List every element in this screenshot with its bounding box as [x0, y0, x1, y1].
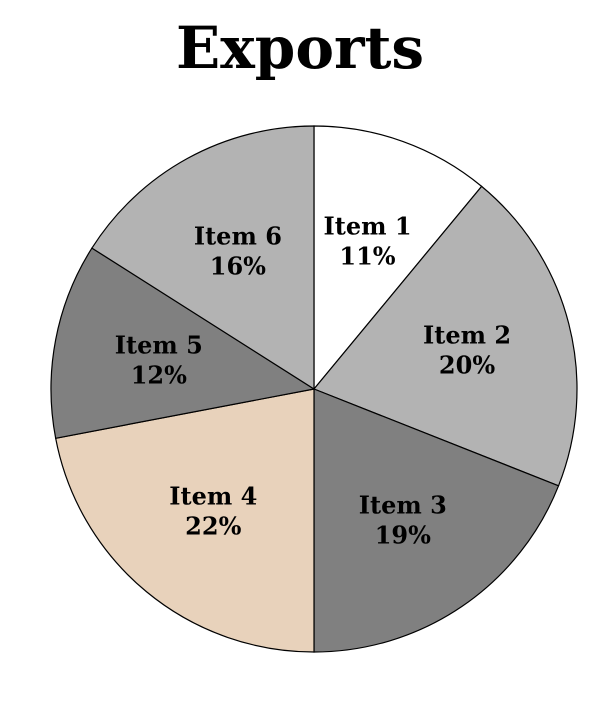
pie-labels: Item 111% Item 220% Item 319% Item 422% Item… — [115, 211, 511, 549]
slice-label-item-2: Item 2 — [423, 321, 511, 350]
pie-slices — [50, 125, 578, 653]
slice-label-item-1: Item 1 — [324, 211, 412, 240]
slice-percent-item-2: 20% — [439, 351, 495, 380]
pie-slice-item-1 — [313, 125, 483, 391]
pie-slice-item-2 — [313, 185, 578, 487]
slice-label-item-4: Item 4 — [169, 482, 257, 511]
pie-slice-item-4 — [54, 388, 315, 653]
slice-percent-item-3: 19% — [375, 521, 431, 550]
pie-slice-item-6 — [91, 125, 315, 391]
slice-label-item-5: Item 5 — [115, 330, 203, 359]
slice-label-item-3: Item 3 — [359, 491, 447, 520]
slice-label-item-6: Item 6 — [194, 222, 282, 251]
slice-percent-item-1: 11% — [339, 241, 395, 270]
pie-slice-item-5 — [50, 247, 316, 439]
slice-percent-item-6: 16% — [210, 252, 266, 281]
slice-percent-item-4: 22% — [185, 512, 241, 541]
chart-title: Exports — [175, 14, 425, 82]
slice-percent-item-5: 12% — [131, 360, 187, 389]
pie-slice-item-3 — [313, 388, 560, 653]
